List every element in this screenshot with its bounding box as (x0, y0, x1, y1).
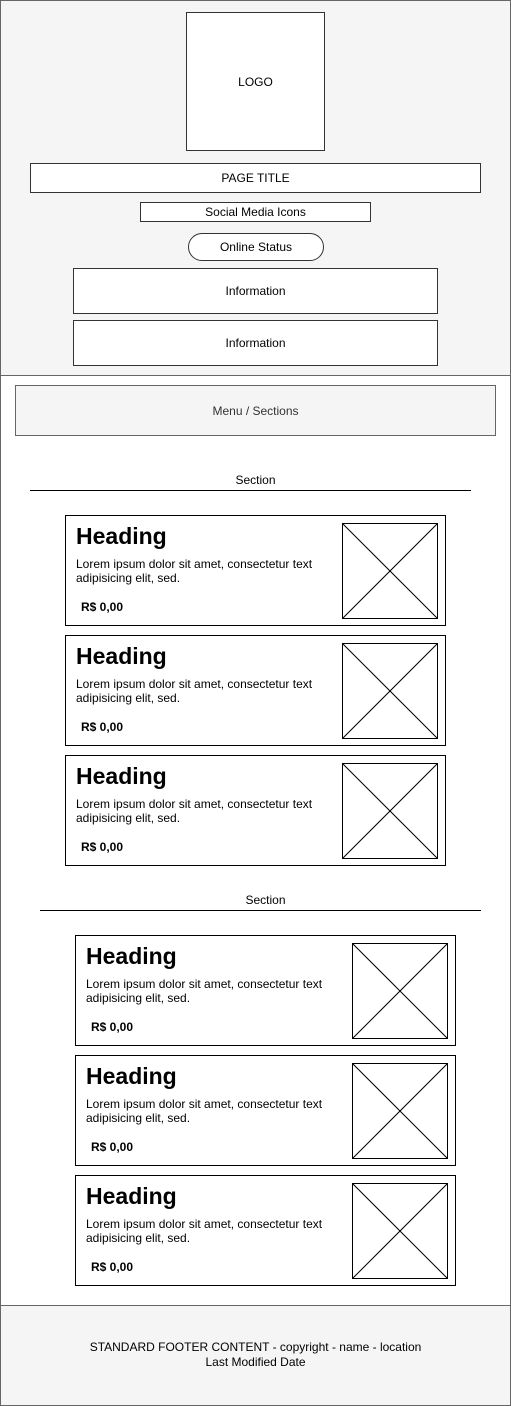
product-card[interactable]: Heading Lorem ipsum dolor sit amet, cons… (65, 755, 446, 866)
card-description: Lorem ipsum dolor sit amet, consectetur … (76, 797, 313, 825)
image-placeholder-icon (352, 1183, 448, 1279)
card-heading: Heading (76, 523, 167, 549)
product-card[interactable]: Heading Lorem ipsum dolor sit amet, cons… (65, 635, 446, 746)
information-label: Information (225, 284, 286, 298)
online-status-badge: Online Status (188, 233, 324, 261)
card-price: R$ 0,00 (91, 1260, 134, 1274)
footer-line-1: STANDARD FOOTER CONTENT - copyright - na… (89, 1340, 422, 1354)
section-title: Section (30, 472, 481, 488)
card-heading: Heading (86, 1183, 177, 1209)
card-heading: Heading (86, 1063, 177, 1089)
card-description: Lorem ipsum dolor sit amet, consectetur … (86, 1097, 323, 1125)
product-card[interactable]: Heading Lorem ipsum dolor sit amet, cons… (75, 1175, 456, 1286)
product-card[interactable]: Heading Lorem ipsum dolor sit amet, cons… (75, 935, 456, 1046)
card-heading: Heading (76, 763, 167, 789)
section-title: Section (40, 892, 491, 908)
image-placeholder-icon (352, 1063, 448, 1159)
card-description: Lorem ipsum dolor sit amet, consectetur … (86, 977, 323, 1005)
section-title-text: Section (235, 473, 276, 487)
social-media-icons[interactable]: Social Media Icons (140, 202, 371, 222)
footer-content: STANDARD FOOTER CONTENT - copyright - na… (0, 1340, 511, 1370)
logo-label: LOGO (238, 74, 273, 89)
online-status-label: Online Status (219, 240, 293, 254)
information-label: Information (225, 336, 286, 350)
card-description: Lorem ipsum dolor sit amet, consectetur … (76, 557, 313, 585)
card-heading: Heading (86, 943, 177, 969)
footer-line-2: Last Modified Date (205, 1355, 306, 1369)
information-box: Information (73, 268, 438, 314)
image-placeholder-icon (342, 523, 438, 619)
image-placeholder-icon (352, 943, 448, 1039)
card-price: R$ 0,00 (81, 720, 124, 734)
image-placeholder-icon (342, 643, 438, 739)
card-price: R$ 0,00 (81, 840, 124, 854)
product-card[interactable]: Heading Lorem ipsum dolor sit amet, cons… (65, 515, 446, 626)
section-divider (30, 490, 471, 491)
page-title: PAGE TITLE (30, 163, 481, 193)
card-price: R$ 0,00 (91, 1140, 134, 1154)
section-divider (40, 910, 481, 911)
card-description: Lorem ipsum dolor sit amet, consectetur … (76, 677, 313, 705)
logo[interactable]: LOGO (186, 12, 325, 151)
menu-sections-nav[interactable]: Menu / Sections (15, 385, 496, 436)
card-price: R$ 0,00 (91, 1020, 134, 1034)
social-media-label: Social Media Icons (205, 205, 306, 219)
card-description: Lorem ipsum dolor sit amet, consectetur … (86, 1217, 323, 1245)
image-placeholder-icon (342, 763, 438, 859)
section-title-text: Section (245, 893, 286, 907)
product-card[interactable]: Heading Lorem ipsum dolor sit amet, cons… (75, 1055, 456, 1166)
card-price: R$ 0,00 (81, 600, 124, 614)
information-box: Information (73, 320, 438, 366)
menu-label: Menu / Sections (212, 403, 299, 418)
card-heading: Heading (76, 643, 167, 669)
page-title-text: PAGE TITLE (221, 171, 290, 185)
